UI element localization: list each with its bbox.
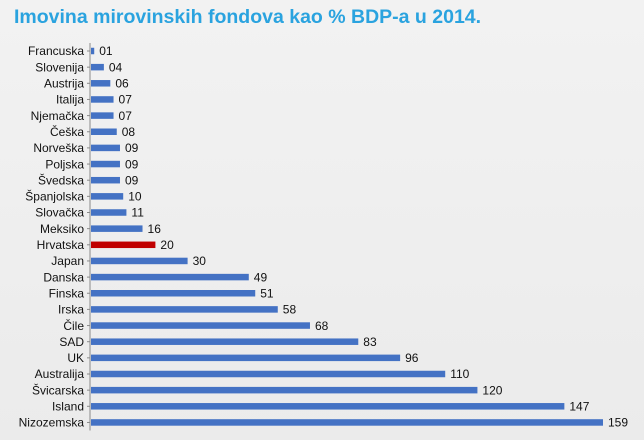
value-label: 09 <box>125 141 139 155</box>
value-label: 08 <box>122 125 136 139</box>
value-label: 10 <box>128 190 142 204</box>
value-label: 20 <box>160 238 174 252</box>
bar <box>91 112 114 119</box>
category-label: Danska <box>43 270 84 284</box>
category-label: Slovačka <box>35 206 84 220</box>
bar <box>91 96 114 103</box>
category-label: Slovenija <box>35 60 84 74</box>
value-label: 30 <box>193 254 207 268</box>
bar <box>91 386 478 394</box>
value-label: 06 <box>115 77 129 91</box>
value-label: 147 <box>569 400 589 414</box>
category-label: Austrija <box>44 77 84 91</box>
bar <box>91 160 120 168</box>
bar <box>91 338 359 345</box>
bar <box>91 354 401 362</box>
value-label: 68 <box>315 319 329 333</box>
value-label: 11 <box>131 206 144 220</box>
category-label: Švicarska <box>32 382 84 397</box>
value-label: 96 <box>405 351 419 365</box>
category-label: Australija <box>35 367 85 381</box>
bar <box>91 257 188 265</box>
category-label: Hrvatska <box>37 238 85 252</box>
bar <box>91 80 111 87</box>
value-label: 16 <box>148 222 162 236</box>
bar <box>91 241 156 249</box>
bar <box>91 306 278 313</box>
bar <box>91 63 104 71</box>
category-label: Češka <box>50 124 84 139</box>
bar <box>91 225 143 232</box>
category-label: Island <box>52 400 84 414</box>
category-label: Norveška <box>33 141 84 155</box>
bar <box>91 290 256 297</box>
category-label: Čile <box>63 318 84 333</box>
category-label: Finska <box>49 286 85 300</box>
value-label: 09 <box>125 173 139 187</box>
bar <box>91 193 124 200</box>
value-label: 110 <box>450 367 469 381</box>
value-label: 01 <box>99 44 113 58</box>
value-label: 09 <box>125 157 139 171</box>
category-label: Španjolska <box>25 189 84 204</box>
category-label: Meksiko <box>40 222 84 236</box>
value-label: 04 <box>109 60 123 74</box>
category-label: Irska <box>58 303 84 317</box>
bar <box>91 273 249 281</box>
chart-title: Imovina mirovinskih fondova kao % BDP-a … <box>14 6 482 28</box>
value-label: 51 <box>260 286 274 300</box>
category-label: UK <box>67 351 84 365</box>
bar <box>91 403 565 410</box>
category-label: Italija <box>56 93 84 107</box>
category-label: Francuska <box>28 44 84 58</box>
category-label: Nizozemska <box>19 416 85 430</box>
category-label: Švedska <box>38 172 84 187</box>
value-label: 07 <box>119 93 133 107</box>
value-label: 159 <box>608 416 628 430</box>
bar <box>91 47 95 55</box>
value-label: 58 <box>283 303 297 317</box>
category-label: Poljska <box>45 157 84 171</box>
bar <box>91 419 603 426</box>
value-label: 120 <box>482 383 502 397</box>
category-label: Japan <box>51 254 84 268</box>
bar <box>91 322 310 329</box>
bar <box>91 128 117 135</box>
value-label: 83 <box>363 335 377 349</box>
bar <box>91 176 120 184</box>
category-label: SAD <box>59 335 84 349</box>
bar <box>91 370 446 378</box>
value-label: 07 <box>119 109 133 123</box>
value-label: 49 <box>254 270 268 284</box>
bar <box>91 209 127 216</box>
category-label: Njemačka <box>31 109 85 123</box>
bar <box>91 144 120 152</box>
